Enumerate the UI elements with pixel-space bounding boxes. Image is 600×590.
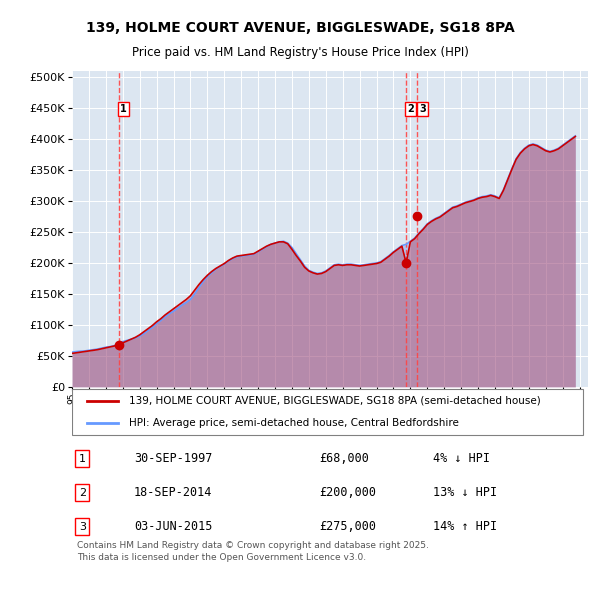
FancyBboxPatch shape bbox=[72, 389, 583, 435]
Text: 2: 2 bbox=[407, 104, 414, 114]
Text: 30-SEP-1997: 30-SEP-1997 bbox=[134, 453, 212, 466]
Text: 3: 3 bbox=[419, 104, 426, 114]
Text: £275,000: £275,000 bbox=[320, 520, 377, 533]
Text: 139, HOLME COURT AVENUE, BIGGLESWADE, SG18 8PA: 139, HOLME COURT AVENUE, BIGGLESWADE, SG… bbox=[86, 21, 514, 35]
Text: 03-JUN-2015: 03-JUN-2015 bbox=[134, 520, 212, 533]
Text: Contains HM Land Registry data © Crown copyright and database right 2025.
This d: Contains HM Land Registry data © Crown c… bbox=[77, 541, 429, 562]
Text: 4% ↓ HPI: 4% ↓ HPI bbox=[433, 453, 490, 466]
Text: Price paid vs. HM Land Registry's House Price Index (HPI): Price paid vs. HM Land Registry's House … bbox=[131, 46, 469, 59]
Text: £200,000: £200,000 bbox=[320, 486, 377, 499]
Text: 1: 1 bbox=[120, 104, 127, 114]
Text: 139, HOLME COURT AVENUE, BIGGLESWADE, SG18 8PA (semi-detached house): 139, HOLME COURT AVENUE, BIGGLESWADE, SG… bbox=[129, 396, 541, 406]
Text: £68,000: £68,000 bbox=[320, 453, 370, 466]
Text: 1: 1 bbox=[79, 454, 86, 464]
Text: HPI: Average price, semi-detached house, Central Bedfordshire: HPI: Average price, semi-detached house,… bbox=[129, 418, 458, 428]
Text: 2: 2 bbox=[79, 488, 86, 498]
Text: 3: 3 bbox=[79, 522, 86, 532]
Text: 13% ↓ HPI: 13% ↓ HPI bbox=[433, 486, 497, 499]
Text: 18-SEP-2014: 18-SEP-2014 bbox=[134, 486, 212, 499]
Text: 14% ↑ HPI: 14% ↑ HPI bbox=[433, 520, 497, 533]
